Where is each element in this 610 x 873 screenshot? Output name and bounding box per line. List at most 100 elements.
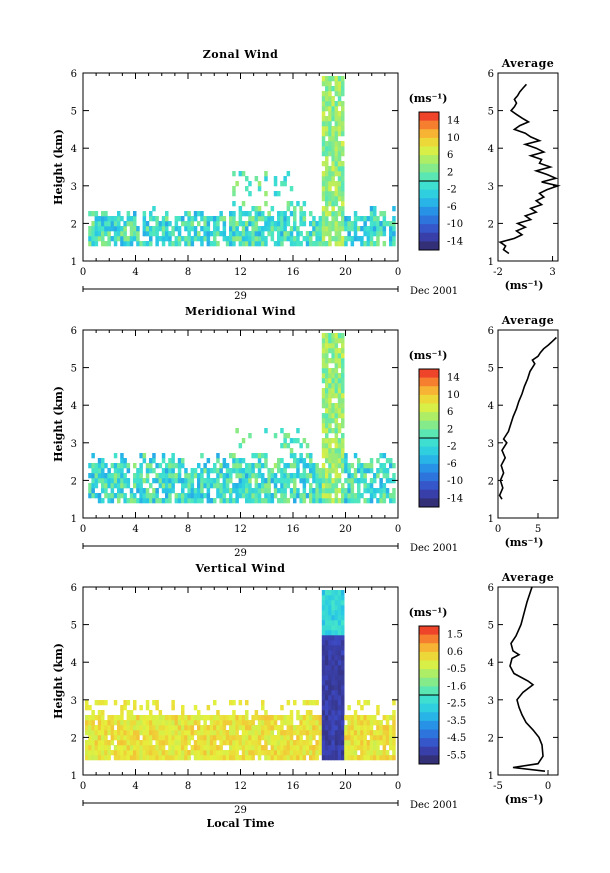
- heatmap-cell: [219, 735, 223, 741]
- heatmap-cell: [165, 231, 169, 237]
- heatmap-cell: [334, 403, 339, 409]
- heatmap-cell: [305, 473, 310, 479]
- heatmap-cell: [360, 236, 364, 242]
- heatmap-cell: [251, 720, 255, 726]
- heatmap-cell: [209, 468, 214, 474]
- heatmap-cell: [187, 715, 191, 721]
- y-tick-label: 2: [71, 476, 77, 487]
- heatmap-cell: [328, 196, 332, 202]
- heatmap-cell: [309, 236, 313, 242]
- heatmap-cell: [91, 453, 95, 459]
- month-label: Dec 2001: [410, 543, 458, 554]
- heatmap-cell: [321, 660, 326, 666]
- heatmap-cell: [321, 755, 326, 761]
- heatmap-cell: [88, 483, 92, 489]
- heatmap-cell: [328, 685, 332, 691]
- heatmap-cell: [293, 700, 297, 706]
- heatmap-cell: [341, 91, 345, 97]
- heatmap-cell: [280, 443, 284, 449]
- heatmap-cell: [337, 680, 342, 686]
- heatmap-cell: [321, 625, 326, 631]
- heatmap-cell: [270, 231, 275, 237]
- heatmap-cell: [235, 463, 239, 469]
- heatmap-cell: [389, 493, 393, 499]
- heatmap-cell: [241, 458, 246, 464]
- heatmap-cell: [145, 488, 150, 494]
- heatmap-cell: [331, 226, 335, 232]
- heatmap-cell: [235, 493, 239, 499]
- heatmap-cell: [225, 236, 230, 242]
- heatmap-cell: [373, 241, 377, 247]
- heatmap-cell: [232, 710, 236, 716]
- heatmap-cell: [347, 715, 351, 721]
- heatmap-cell: [257, 453, 262, 459]
- heatmap-cell: [225, 720, 230, 726]
- heatmap-cell: [152, 745, 156, 751]
- heatmap-cell: [123, 705, 127, 711]
- heatmap-cell: [328, 675, 332, 681]
- heatmap-cell: [337, 635, 342, 641]
- heatmap-cell: [363, 498, 367, 504]
- heatmap-cell: [120, 745, 124, 751]
- heatmap-cell: [366, 216, 371, 222]
- heatmap-cell: [293, 206, 297, 212]
- heatmap-cell: [363, 483, 367, 489]
- heatmap-cell: [168, 231, 172, 237]
- heatmap-cell: [91, 730, 95, 736]
- colorbar-swatch: [419, 746, 439, 756]
- heatmap-cell: [126, 750, 131, 756]
- heatmap-cell: [321, 483, 326, 489]
- heatmap-cell: [341, 226, 345, 232]
- heatmap-cell: [325, 353, 329, 359]
- colorbar-tick-label: -5.5: [447, 750, 466, 761]
- colorbar-swatch: [419, 215, 439, 225]
- heatmap-cell: [197, 710, 201, 716]
- heatmap-cell: [283, 226, 287, 232]
- heatmap-cell: [94, 231, 99, 237]
- heatmap-cell: [161, 725, 166, 731]
- heatmap-cell: [155, 216, 159, 222]
- heatmap-cell: [187, 725, 191, 731]
- heatmap-cell: [366, 226, 371, 232]
- heatmap-cell: [257, 216, 262, 222]
- heatmap-cell: [94, 468, 99, 474]
- heatmap-cell: [235, 498, 239, 504]
- heatmap-cell: [363, 231, 367, 237]
- colorbar-tick-label: 14: [447, 116, 460, 127]
- heatmap-cell: [328, 625, 332, 631]
- heatmap-cell: [331, 605, 335, 611]
- heatmap-cell: [88, 740, 92, 746]
- heatmap-cell: [104, 720, 108, 726]
- heatmap-cell: [309, 740, 313, 746]
- heatmap-cell: [193, 226, 198, 232]
- heatmap-cell: [331, 725, 335, 731]
- heatmap-cell: [213, 463, 217, 469]
- heatmap-cell: [229, 750, 233, 756]
- heatmap-cell: [261, 488, 265, 494]
- colorbar-swatch: [419, 446, 439, 456]
- heatmap-cell: [379, 221, 383, 227]
- heatmap-cell: [270, 725, 275, 731]
- heatmap-cell: [129, 755, 134, 761]
- heatmap-cell: [321, 590, 326, 596]
- heatmap-cell: [373, 493, 377, 499]
- heatmap-cell: [245, 700, 249, 706]
- heatmap-cell: [165, 735, 169, 741]
- heatmap-cell: [149, 231, 153, 237]
- heatmap-cell: [366, 468, 371, 474]
- heatmap-cell: [280, 181, 284, 187]
- heatmap-cell: [318, 226, 323, 232]
- heatmap-cell: [321, 720, 326, 726]
- heatmap-cell: [123, 700, 127, 706]
- heatmap-cell: [366, 725, 371, 731]
- heatmap-cell: [337, 655, 342, 661]
- heatmap-cell: [193, 488, 198, 494]
- heatmap-cell: [222, 221, 227, 227]
- heatmap-cell: [296, 458, 300, 464]
- heatmap-cell: [184, 755, 188, 761]
- heatmap-cell: [350, 483, 355, 489]
- heatmap-cell: [209, 730, 214, 736]
- heatmap-cell: [235, 221, 239, 227]
- heatmap-cell: [328, 443, 332, 449]
- heatmap-cell: [379, 498, 383, 504]
